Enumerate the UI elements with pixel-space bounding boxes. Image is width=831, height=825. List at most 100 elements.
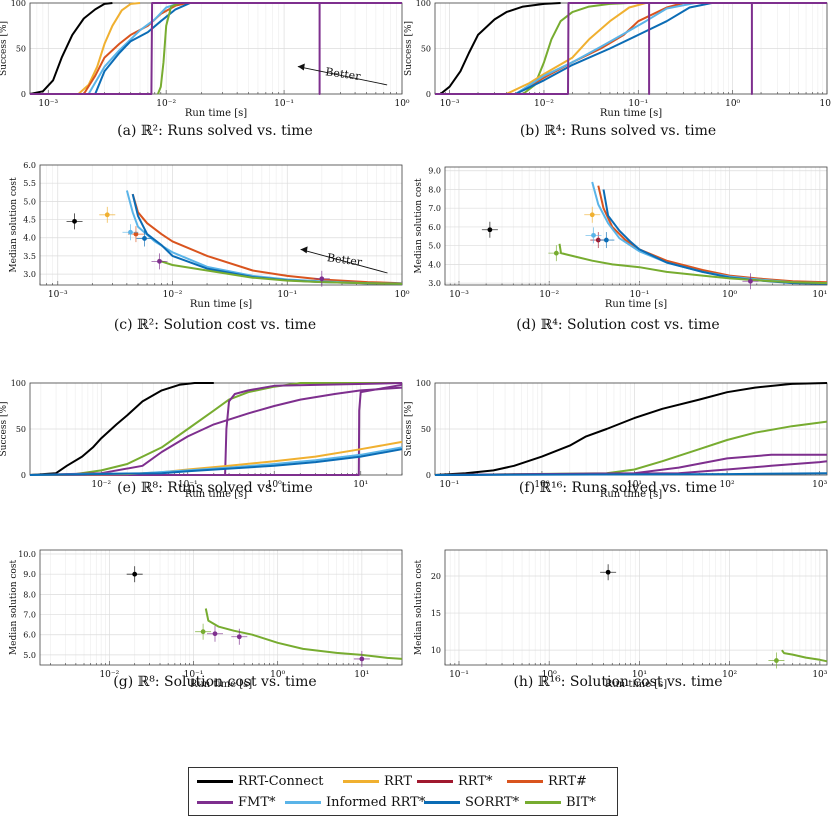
- x-tick-label: 10⁻¹: [178, 480, 198, 490]
- legend-swatch: [525, 800, 561, 804]
- chart-a: 0 50 100 10⁻³ 10⁻² 10⁻¹ 10⁰ Run time [s] Success…: [0, 0, 410, 119]
- x-axis-label: Run time [s]: [600, 108, 662, 119]
- series-line: [435, 2, 827, 95]
- x-tick-label: 10⁰: [542, 670, 557, 680]
- x-axis-label: Run time [s]: [605, 299, 667, 310]
- caption-a: (a) ℝ²: Runs solved vs. time: [117, 123, 313, 139]
- x-axis-label: Run time [s]: [600, 489, 662, 500]
- x-tick-label: 10⁻²: [91, 480, 111, 490]
- x-tick-label: 10⁻³: [48, 290, 68, 300]
- x-tick-label: 10¹: [353, 480, 368, 490]
- y-tick-label: 50: [421, 45, 431, 54]
- x-tick-label: 10³: [812, 480, 827, 490]
- x-tick-label: 10⁰: [394, 99, 409, 109]
- x-tick-label: 10⁻¹: [277, 290, 297, 300]
- y-tick-label: 50: [16, 45, 26, 54]
- x-tick-label: 10⁻¹: [274, 99, 294, 109]
- legend-swatch: [197, 779, 233, 783]
- legend-box: RRT-Connect RRT RRT* RRT# FMT* Informed …: [188, 767, 618, 816]
- data-point: [487, 227, 493, 233]
- x-tick-label: 10¹: [819, 99, 831, 109]
- data-point: [591, 232, 596, 238]
- legend-item: SORRT*: [424, 792, 519, 812]
- legend-swatch: [417, 779, 453, 783]
- series-line: [30, 383, 403, 476]
- legend-item: RRT#: [507, 771, 587, 791]
- series-line: [602, 189, 828, 285]
- x-axis-label: Run time [s]: [185, 108, 247, 119]
- x-tick-label: 10⁻²: [534, 99, 554, 109]
- y-tick-label: 5.0: [23, 197, 36, 206]
- y-axis-label: Success [%]: [0, 21, 9, 76]
- y-tick-label: 7.0: [428, 204, 441, 213]
- y-tick-label: 100: [11, 379, 26, 388]
- x-tick-label: 10⁻²: [539, 290, 559, 300]
- caption-f: (f) ℝ¹⁶: Runs solved vs. time: [518, 480, 718, 496]
- data-point: [157, 258, 162, 264]
- y-tick-label: 6.0: [428, 223, 441, 232]
- better-annotation: Better: [325, 65, 362, 83]
- series-line: [77, 2, 141, 95]
- series-line: [515, 2, 712, 95]
- x-tick-label: 10⁻³: [440, 99, 460, 109]
- data-point: [774, 658, 779, 663]
- data-point: [104, 212, 110, 218]
- series-line: [131, 193, 403, 285]
- series-line: [94, 2, 191, 95]
- x-tick-label: 10⁰: [722, 290, 737, 300]
- data-point: [319, 276, 325, 282]
- data-point: [748, 278, 753, 284]
- chart-e: 0 50 100 10⁻² 10⁻¹ 10⁰ 10¹ Run time [s] Success …: [0, 379, 403, 500]
- y-tick-label: 5.0: [428, 242, 441, 251]
- data-point: [236, 634, 242, 640]
- y-tick-label: 15: [431, 609, 441, 618]
- plot-frame: [39, 549, 403, 666]
- data-point: [142, 236, 147, 241]
- x-tick-label: 10⁻¹: [449, 670, 469, 680]
- y-tick-label: 4.5: [23, 216, 36, 225]
- series-line: [29, 448, 403, 476]
- y-tick-label: 0: [21, 90, 26, 99]
- series-line: [434, 472, 828, 476]
- x-tick-label: 10⁻¹: [630, 290, 650, 300]
- y-tick-label: 50: [421, 425, 431, 434]
- y-tick-label: 10: [431, 646, 441, 655]
- series-line: [434, 420, 828, 476]
- series-line: [558, 243, 828, 285]
- x-tick-label: 10⁻¹: [184, 670, 204, 680]
- series-line: [30, 2, 402, 95]
- y-tick-label: 4.0: [428, 260, 441, 269]
- x-axis-label: Run time [s]: [190, 679, 252, 690]
- series-line: [87, 2, 180, 95]
- y-axis-label: Success [%]: [404, 401, 414, 456]
- x-tick-label: 10³: [812, 670, 827, 680]
- chart-h: 10 15 20 10⁻¹ 10⁰ 10¹ 10² 10³ Run time [s] Median…: [414, 549, 828, 690]
- series-line: [29, 382, 214, 476]
- x-tick-label: 10⁻¹: [628, 99, 648, 109]
- data-point: [212, 631, 218, 637]
- data-point: [200, 629, 206, 635]
- y-tick-label: 4.0: [23, 234, 36, 243]
- x-tick-label: 10⁰: [394, 290, 409, 300]
- chart-b: 0 50 100 10⁻³ 10⁻² 10⁻¹ 10⁰ 10¹ Run time [s] Succ…: [404, 0, 831, 119]
- legend-item: BIT*: [525, 792, 596, 812]
- caption-g: (g) ℝ⁸: Solution cost vs. time: [113, 674, 317, 690]
- data-point: [553, 250, 559, 256]
- series-line: [29, 2, 113, 95]
- legend-swatch: [424, 800, 460, 804]
- x-tick-label: 10⁻²: [156, 99, 176, 109]
- y-axis-label: Median solution cost: [9, 177, 19, 273]
- data-point: [132, 571, 138, 577]
- legend-label: BIT*: [566, 794, 596, 810]
- x-tick-label: 10⁻³: [38, 99, 58, 109]
- x-tick-label: 10⁰: [725, 99, 740, 109]
- data-point: [605, 569, 611, 575]
- legend-label: RRT#: [548, 773, 587, 789]
- y-axis-label: Median solution cost: [9, 560, 19, 656]
- data-point: [589, 212, 595, 218]
- x-tick-label: 10¹: [812, 290, 827, 300]
- x-tick-label: 10⁻²: [163, 290, 183, 300]
- y-tick-label: 5.5: [23, 179, 36, 188]
- y-tick-label: 9.0: [428, 167, 441, 176]
